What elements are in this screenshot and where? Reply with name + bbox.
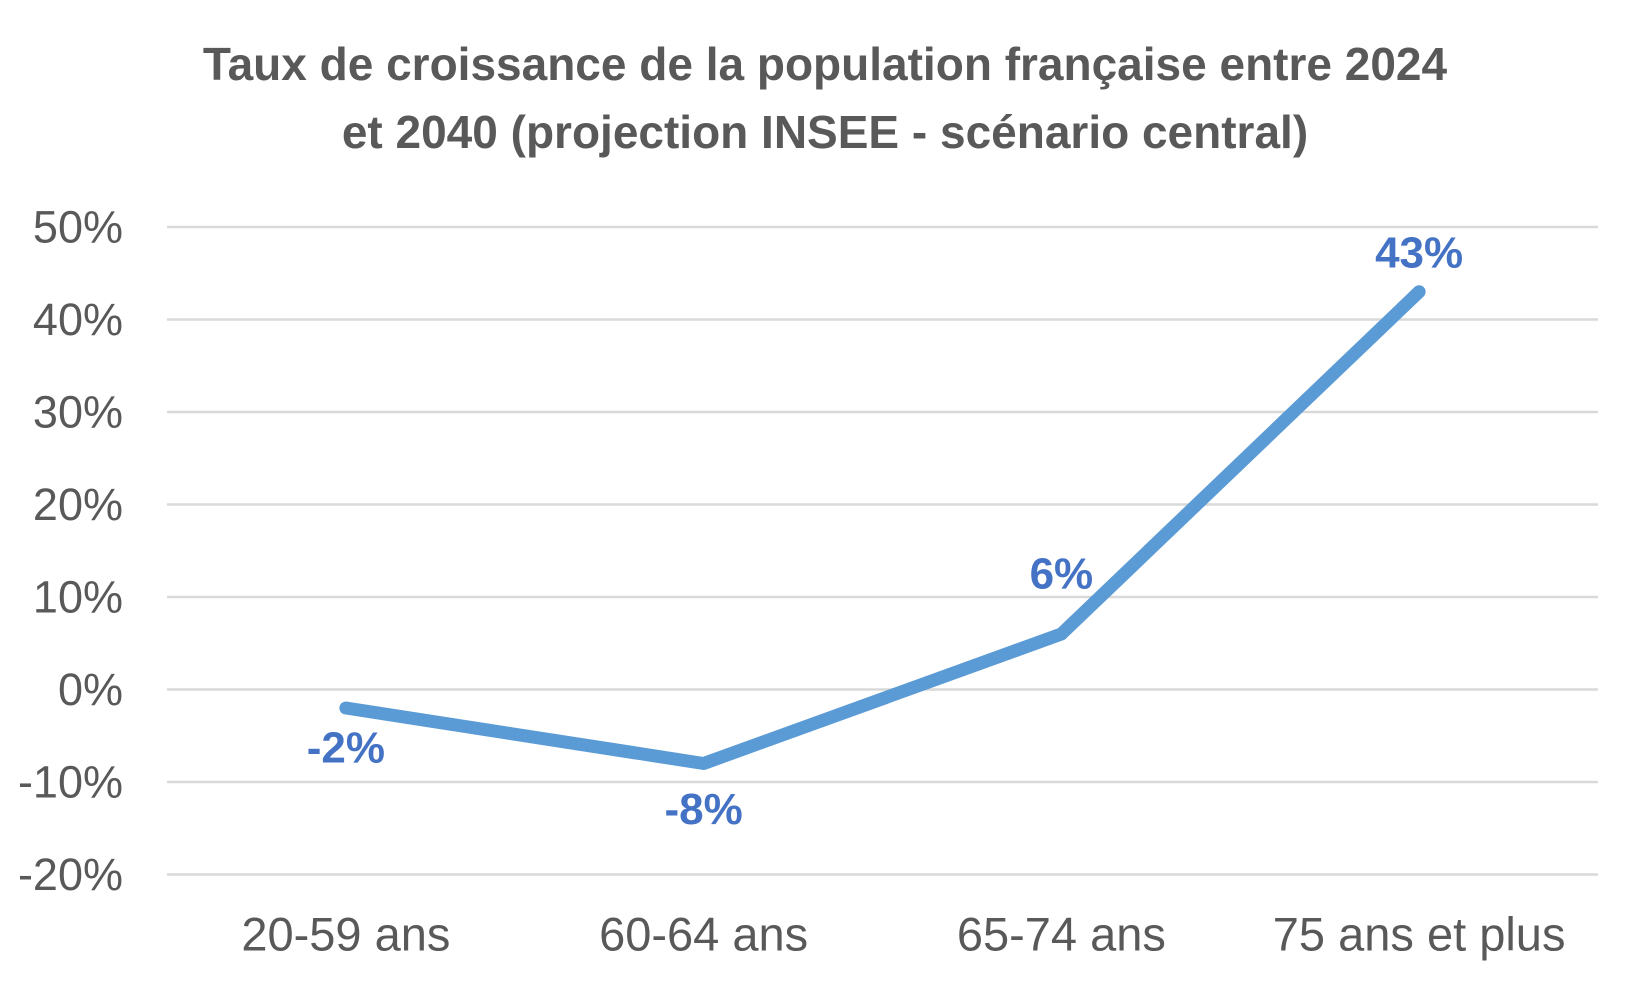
x-axis-category-label: 75 ans et plus <box>1273 908 1566 961</box>
chart-title: Taux de croissance de la population fran… <box>0 30 1650 166</box>
data-point-label: -2% <box>307 724 385 773</box>
data-line-series <box>339 285 1426 770</box>
y-axis-tick-label: 30% <box>33 387 123 438</box>
chart-title-line-2: et 2040 (projection INSEE - scénario cen… <box>341 106 1309 158</box>
y-axis-tick-label: 40% <box>33 294 123 345</box>
y-axis-tick-label: -20% <box>18 849 123 900</box>
x-axis-category-label: 65-74 ans <box>957 908 1166 961</box>
x-axis-category-label: 60-64 ans <box>599 908 808 961</box>
y-axis-tick-label: 20% <box>33 479 123 530</box>
y-axis-tick-label: 50% <box>33 202 123 253</box>
y-axis-tick-label: -10% <box>18 757 123 808</box>
x-axis-category-label: 20-59 ans <box>241 908 450 961</box>
y-axis-tick-label: 10% <box>33 572 123 623</box>
chart-title-line-1: Taux de croissance de la population fran… <box>202 38 1448 90</box>
y-axis-tick-label: 0% <box>58 664 123 715</box>
data-point-label: 6% <box>1030 550 1094 599</box>
data-point-label: -8% <box>665 785 743 834</box>
data-point-label: 43% <box>1375 228 1463 277</box>
